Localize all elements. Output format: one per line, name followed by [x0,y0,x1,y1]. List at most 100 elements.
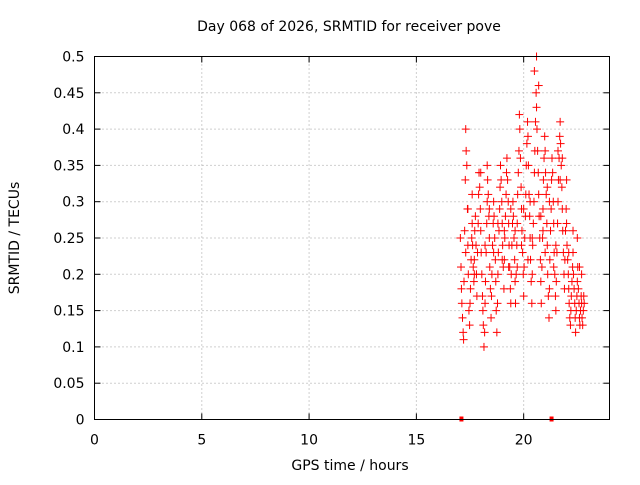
data-point [482,248,491,257]
data-point [456,234,465,242]
data-point [500,226,509,235]
data-point [577,270,586,279]
data-point [573,277,582,286]
data-point [486,284,495,293]
data-point [561,226,570,235]
data-point [534,81,543,90]
data-point [517,241,526,250]
data-point [460,226,469,235]
data-point [481,241,490,250]
data-point [457,299,466,308]
data-point [492,328,501,337]
data-point [512,270,521,279]
x-tick-label: 0 [90,433,99,449]
data-point [530,67,539,76]
data-point [545,197,554,206]
data-point [534,190,543,199]
data-point [548,168,557,177]
x-axis-label: GPS time / hours [291,458,408,474]
data-point [464,306,473,315]
data-point [529,219,538,228]
data-point [481,277,490,286]
data-point [563,255,572,264]
data-point [485,263,494,272]
x-tick-label: 10 [300,433,318,449]
data-point [558,154,567,163]
x-tick-label: 15 [407,433,425,449]
data-point [495,204,504,213]
data-point [502,190,511,199]
data-point [555,132,564,141]
data-point [511,226,520,235]
data-point [547,204,556,213]
data-point [551,241,560,250]
data-point [546,226,555,235]
data-point [541,146,550,155]
data-point [547,175,556,184]
data-point [575,263,584,272]
data-point [528,270,537,279]
data-point [571,328,580,337]
data-point [466,284,475,293]
plot-frame [94,56,610,420]
data-point [528,234,537,242]
data-point [562,204,571,213]
data-point [458,313,467,322]
data-point [515,110,524,119]
data-point [502,154,511,163]
data-point [519,292,528,301]
data-point [569,226,578,235]
data-point [579,306,588,315]
data-point [490,234,499,242]
data-point [534,168,543,177]
data-point [538,204,547,213]
data-point [541,168,550,177]
data-point [493,219,502,228]
data-point [527,277,536,286]
data-point [545,284,554,293]
y-tick-label: 0.15 [53,304,84,320]
data-point [493,299,502,308]
data-point [502,168,511,177]
data-point [476,226,485,235]
data-point [481,299,490,308]
data-point [518,248,527,257]
data-point [509,212,518,221]
y-tick-label: 0.35 [53,158,84,174]
data-point [489,197,498,206]
data-point [523,117,532,126]
data-point [483,175,492,184]
data-point [541,248,550,257]
data-point [519,270,528,279]
data-point [487,313,496,322]
data-point [461,175,470,184]
data-point [484,190,493,199]
data-point [477,270,486,279]
data-point [492,306,501,315]
y-tick-label: 0.45 [53,86,84,102]
data-point [523,255,532,264]
data-point [503,175,512,184]
data-point [554,197,562,206]
data-point [525,212,534,221]
data-point [457,263,466,272]
data-point [519,204,528,213]
x-tick-label: 20 [515,433,533,449]
data-point [496,183,505,192]
data-point [564,248,573,257]
grid-layer [94,56,610,420]
data-point [536,212,545,221]
data-point [487,292,496,301]
data-point [463,204,472,213]
data-point [524,161,533,170]
data-point [480,328,489,337]
data-point [538,234,547,242]
data-point [520,263,529,272]
data-point [500,234,509,242]
data-point [543,270,552,279]
data-point [513,190,522,199]
data-point [532,125,541,134]
data-point [474,219,483,228]
data-point [543,241,552,250]
